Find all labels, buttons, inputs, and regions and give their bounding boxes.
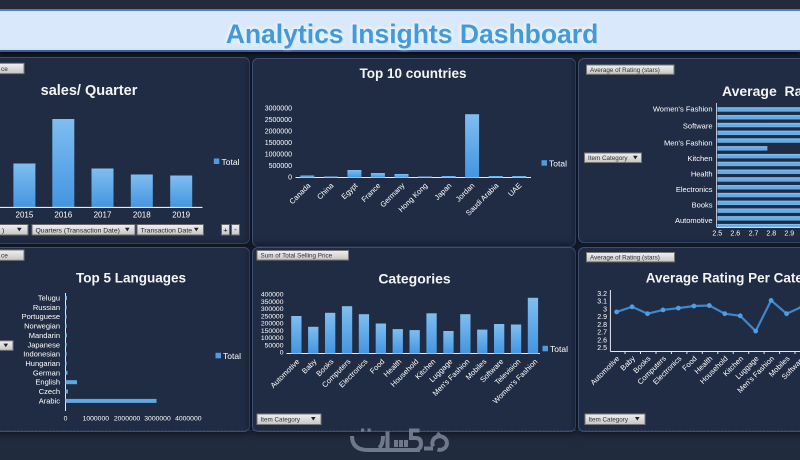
- svg-text:2019: 2019: [172, 211, 190, 220]
- svg-text:Electronics: Electronics: [676, 185, 713, 194]
- svg-text:Total: Total: [223, 351, 241, 361]
- svg-text:English: English: [35, 378, 60, 387]
- svg-text:1500000: 1500000: [265, 140, 292, 147]
- svg-text:Books: Books: [692, 201, 713, 210]
- svg-text:Arabic: Arabic: [39, 396, 61, 405]
- svg-text:sales/ Quarter: sales/ Quarter: [41, 83, 138, 99]
- svg-text:2015: 2015: [16, 211, 34, 220]
- svg-text:Categories: Categories: [378, 271, 451, 287]
- svg-text:2.7: 2.7: [597, 330, 607, 337]
- svg-text:50000: 50000: [265, 342, 284, 349]
- svg-text:150000: 150000: [261, 328, 284, 335]
- svg-text:2.5: 2.5: [597, 345, 607, 352]
- svg-text:Telugu: Telugu: [38, 294, 60, 303]
- svg-text:2.8: 2.8: [597, 322, 607, 329]
- svg-text:-: -: [234, 225, 237, 234]
- svg-text:2000000: 2000000: [265, 128, 292, 135]
- svg-text:2.7: 2.7: [749, 230, 759, 237]
- svg-text:France: France: [360, 181, 383, 204]
- svg-text:3.2: 3.2: [597, 291, 607, 298]
- svg-text:4000000: 4000000: [175, 416, 202, 423]
- svg-text:1000000: 1000000: [83, 416, 110, 423]
- svg-text:2.6: 2.6: [730, 230, 740, 237]
- svg-text:Item Category: Item Category: [589, 417, 629, 424]
- svg-text:Men's Fashion: Men's Fashion: [664, 138, 713, 147]
- svg-text:3000000: 3000000: [265, 105, 292, 112]
- svg-text:Item Category: Item Category: [588, 155, 628, 162]
- svg-text:Software: Software: [683, 122, 713, 131]
- svg-text:200000: 200000: [261, 321, 284, 328]
- svg-text:Transaction Date: Transaction Date: [141, 227, 193, 234]
- svg-text:Portuguese: Portuguese: [22, 312, 60, 321]
- svg-text:Total: Total: [222, 157, 240, 167]
- svg-text:Automotive: Automotive: [675, 216, 713, 225]
- svg-text:Jordan: Jordan: [454, 181, 477, 204]
- svg-text:Kitchen: Kitchen: [687, 154, 712, 163]
- svg-text:Automotive: Automotive: [589, 354, 622, 387]
- svg-text:500000: 500000: [269, 163, 292, 170]
- svg-text:ce: ce: [1, 253, 8, 260]
- svg-text:2.9: 2.9: [597, 314, 607, 321]
- svg-text:2.5: 2.5: [712, 230, 722, 237]
- svg-text:Total: Total: [550, 344, 568, 354]
- svg-text:Egypt: Egypt: [339, 180, 360, 201]
- svg-text:Women's Fashion: Women's Fashion: [653, 104, 713, 113]
- svg-text:+: +: [223, 226, 228, 235]
- svg-text:Health: Health: [691, 170, 713, 179]
- svg-text:ce: ce: [1, 66, 8, 73]
- svg-text:Indonesian: Indonesian: [23, 350, 60, 359]
- svg-text:2018: 2018: [133, 211, 151, 220]
- svg-text:3000000: 3000000: [144, 416, 171, 423]
- svg-text:Average of Rating (stars): Average of Rating (stars): [590, 67, 660, 74]
- svg-text:UAE: UAE: [506, 181, 523, 198]
- svg-text:Sum of Total Selling Price: Sum of Total Selling Price: [261, 253, 333, 260]
- svg-text:0: 0: [64, 416, 68, 423]
- svg-text:100000: 100000: [261, 335, 284, 342]
- svg-text:0: 0: [280, 350, 284, 357]
- svg-text:2.9: 2.9: [784, 230, 794, 237]
- svg-text:250000: 250000: [261, 313, 284, 320]
- svg-text:Hungarian: Hungarian: [25, 359, 60, 368]
- svg-text:Average of Rating (stars): Average of Rating (stars): [590, 254, 660, 261]
- svg-text:China: China: [315, 180, 336, 201]
- svg-text:Czech: Czech: [39, 387, 60, 396]
- svg-text:Top 10 countries: Top 10 countries: [359, 66, 466, 81]
- svg-text:Japan: Japan: [433, 181, 454, 202]
- svg-text:Automotive: Automotive: [269, 357, 302, 390]
- svg-text:2500000: 2500000: [265, 117, 292, 124]
- svg-text:3: 3: [603, 306, 607, 313]
- svg-text:0: 0: [288, 174, 292, 181]
- svg-text:Top 5 Languages: Top 5 Languages: [76, 271, 186, 286]
- svg-text:1000000: 1000000: [265, 151, 292, 158]
- svg-text:Russian: Russian: [33, 303, 60, 312]
- svg-text:2.6: 2.6: [597, 337, 607, 344]
- svg-text:Item Category: Item Category: [261, 417, 301, 424]
- svg-text:300000: 300000: [261, 306, 284, 313]
- svg-text:Mandarin: Mandarin: [29, 331, 60, 340]
- svg-text:Total: Total: [549, 159, 567, 169]
- svg-text:350000: 350000: [261, 299, 284, 306]
- svg-text:Average Rating Per Categ: Average Rating Per Categ: [646, 271, 800, 286]
- svg-text:2016: 2016: [54, 211, 72, 220]
- svg-text:Japanese: Japanese: [27, 340, 60, 349]
- svg-text:): ): [2, 227, 4, 234]
- svg-text:Norwegian: Norwegian: [24, 322, 60, 331]
- svg-text:German: German: [33, 368, 60, 377]
- svg-text:Quarters (Transaction Date): Quarters (Transaction Date): [36, 227, 120, 234]
- svg-text:400000: 400000: [261, 292, 284, 299]
- svg-text:2.8: 2.8: [766, 230, 776, 237]
- svg-text:3.1: 3.1: [597, 299, 607, 306]
- svg-text:2017: 2017: [94, 211, 112, 220]
- svg-text:Average Rating: Average Rating: [722, 83, 800, 99]
- svg-text:2000000: 2000000: [114, 416, 141, 423]
- svg-text:Canada: Canada: [287, 180, 313, 206]
